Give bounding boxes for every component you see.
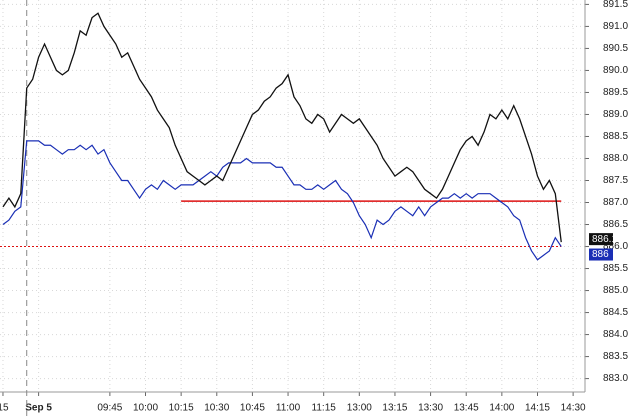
x-tick-label: 10:00	[133, 403, 158, 414]
last-value-label: 886	[592, 249, 609, 260]
y-tick-label: 891.5	[603, 0, 628, 10]
x-tick-label: 13:00	[347, 403, 372, 414]
x-tick-label: 11:00	[276, 403, 301, 414]
y-tick-label: 886.0	[603, 241, 628, 252]
y-tick-label: 888.5	[603, 131, 628, 142]
x-tick-label: 15	[0, 403, 9, 414]
y-tick-label: 887.0	[603, 197, 628, 208]
y-tick-label: 889.5	[603, 87, 628, 98]
y-tick-label: 885.5	[603, 263, 628, 274]
y-tick-label: 890.0	[603, 65, 628, 76]
y-tick-label: 888.0	[603, 153, 628, 164]
x-tick-label: 10:15	[169, 403, 194, 414]
x-tick-label: 10:45	[240, 403, 265, 414]
x-tick-label: 14:00	[489, 403, 514, 414]
y-tick-label: 891.0	[603, 21, 628, 32]
y-tick-label: 887.5	[603, 175, 628, 186]
y-tick-label: 884.5	[603, 307, 628, 318]
y-tick-label: 886.5	[603, 219, 628, 230]
y-tick-label: 889.0	[603, 109, 628, 120]
last-value-box	[589, 248, 613, 261]
y-tick-label: 884.0	[603, 329, 628, 340]
x-tick-label: 10:30	[204, 403, 229, 414]
x-tick-label: 13:30	[418, 403, 443, 414]
series-line	[2, 12, 562, 243]
x-tick-label: 13:15	[382, 403, 407, 414]
x-tick-label: 13:45	[454, 403, 479, 414]
y-tick-label: 885.0	[603, 285, 628, 296]
x-tick-label: 11:15	[312, 403, 337, 414]
x-tick-label: Sep 5	[25, 403, 52, 414]
y-tick-label: 883.0	[603, 373, 628, 384]
y-tick-label: 890.5	[603, 43, 628, 54]
last-value-label: 886.1	[592, 234, 617, 245]
x-tick-label: 09:45	[97, 403, 122, 414]
series-line	[2, 140, 562, 261]
x-tick-label: 14:15	[525, 403, 550, 414]
y-tick-label: 883.5	[603, 351, 628, 362]
last-value-box	[589, 233, 613, 246]
x-tick-label: 14:30	[561, 403, 586, 414]
